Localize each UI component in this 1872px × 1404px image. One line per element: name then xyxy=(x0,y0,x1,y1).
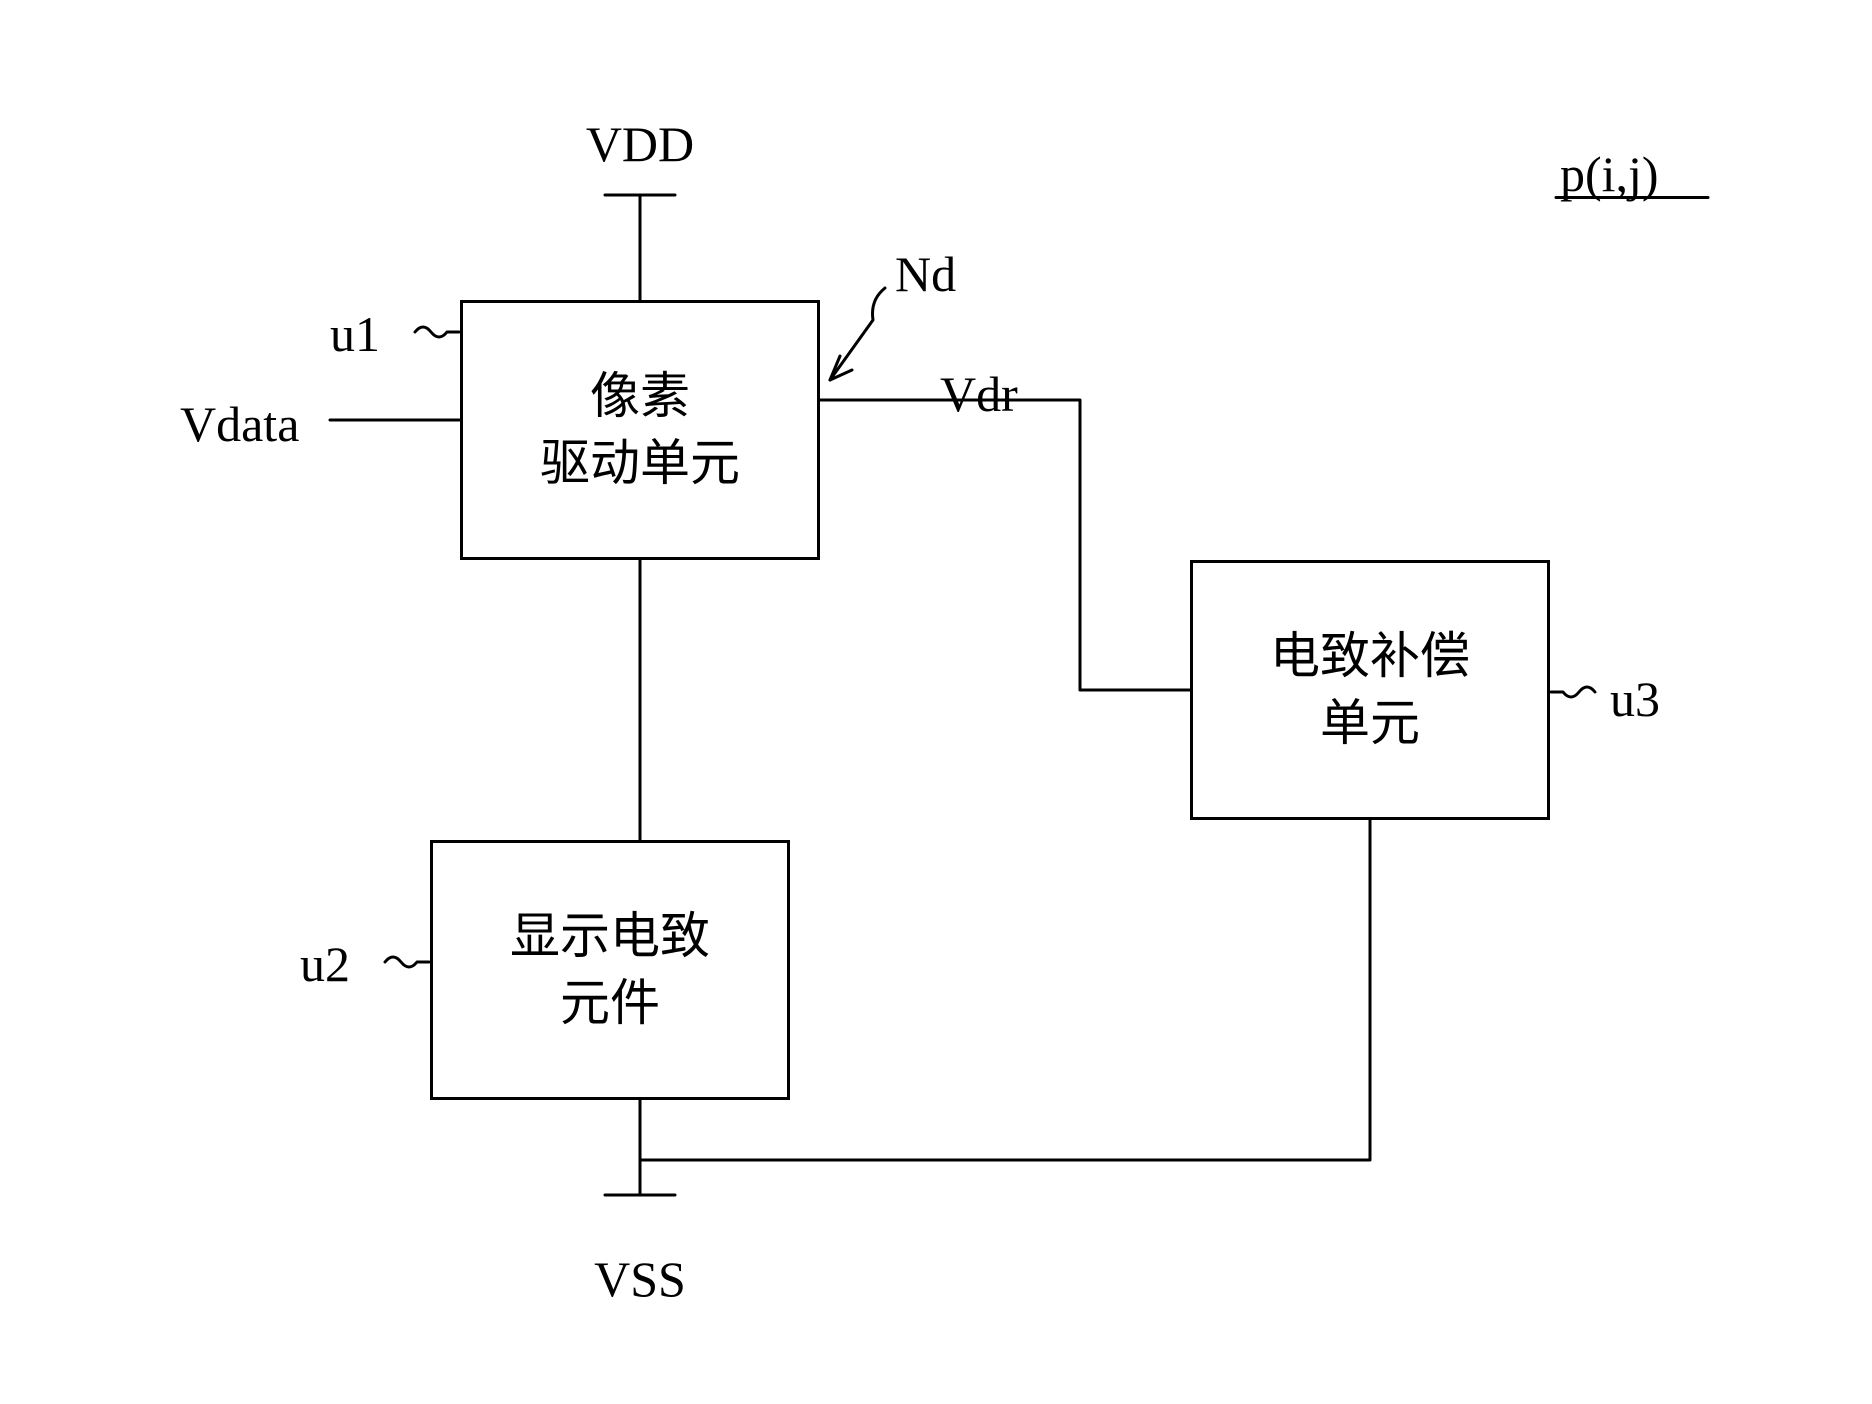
diagram-canvas: { "type": "block-diagram", "canvas": { "… xyxy=(0,0,1872,1404)
nd-pointer-line xyxy=(830,288,885,380)
display-electro-element-line1: 显示电致 xyxy=(510,903,710,971)
pixel-drive-unit-line2: 驱动单元 xyxy=(540,430,740,498)
u1-lead-squiggle xyxy=(415,327,459,337)
u2-lead-squiggle xyxy=(385,957,429,967)
electro-compensation-unit-line1: 电致补偿 xyxy=(1270,623,1470,691)
wire-layer xyxy=(0,0,1872,1404)
vss-label: VSS xyxy=(490,1250,790,1308)
electro-compensation-unit-box: 电致补偿 单元 xyxy=(1190,560,1550,820)
u3-label: u3 xyxy=(1610,670,1660,728)
electro-compensation-unit-line2: 单元 xyxy=(1320,690,1420,758)
pij-label: p(i,j) xyxy=(1560,145,1659,203)
vdd-label: VDD xyxy=(490,115,790,173)
pixel-drive-unit-line1: 像素 xyxy=(590,363,690,431)
u1-label: u1 xyxy=(80,305,380,363)
u2-label: u2 xyxy=(50,935,350,993)
display-electro-element-box: 显示电致 元件 xyxy=(430,840,790,1100)
display-electro-element-line2: 元件 xyxy=(560,970,660,1038)
nd-label: Nd xyxy=(895,245,956,303)
vdata-label: Vdata xyxy=(180,395,299,453)
pixel-drive-unit-box: 像素 驱动单元 xyxy=(460,300,820,560)
u3-lead-squiggle xyxy=(1551,687,1595,697)
vdr-label: Vdr xyxy=(940,365,1018,423)
u1-to-u3 xyxy=(820,400,1190,690)
